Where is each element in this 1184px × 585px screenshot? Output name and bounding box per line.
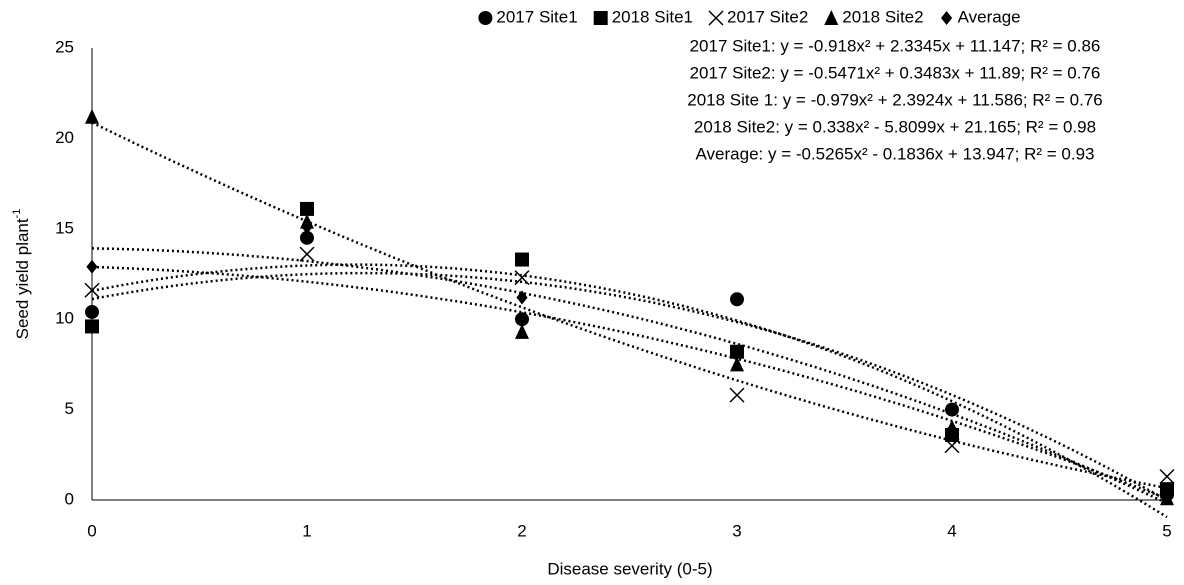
- equation: 2017 Site1: y = -0.918x² + 2.3345x + 11.…: [690, 36, 1101, 55]
- marker-circle: [300, 230, 314, 245]
- marker-square: [515, 252, 529, 267]
- x-tick-label: 3: [732, 521, 741, 540]
- trendline: [91, 247, 1168, 505]
- x-tick-label: 1: [302, 521, 311, 540]
- marker-diamond: [940, 11, 953, 25]
- marker-triangle: [730, 356, 744, 372]
- marker-square: [85, 319, 99, 334]
- y-tick-label: 10: [55, 309, 74, 328]
- marker-circle: [85, 304, 99, 319]
- marker-diamond: [516, 290, 528, 305]
- marker-x: [299, 246, 315, 262]
- marker-diamond: [301, 219, 313, 234]
- marker-diamond: [731, 344, 743, 359]
- equation: Average: y = -0.5265x² - 0.1836x + 13.94…: [696, 144, 1095, 163]
- equation: 2018 Site2: y = 0.338x² - 5.8099x + 21.1…: [694, 117, 1096, 136]
- marker-x: [944, 438, 960, 454]
- x-tick-label: 2: [517, 521, 526, 540]
- x-axis-title: Disease severity (0-5): [547, 559, 712, 578]
- trendline: [91, 121, 1168, 490]
- marker-circle: [515, 312, 529, 327]
- y-tick-label: 15: [55, 218, 74, 237]
- marker-circle: [730, 292, 744, 307]
- marker-square: [300, 201, 314, 216]
- marker-diamond: [946, 422, 958, 437]
- marker-triangle: [824, 10, 839, 25]
- legend-label: Average: [958, 7, 1021, 26]
- legend-label: 2018 Site1: [612, 7, 693, 26]
- x-tick-label: 4: [947, 521, 956, 540]
- marker-x: [84, 282, 100, 298]
- y-tick-label: 25: [55, 37, 74, 56]
- marker-triangle: [85, 108, 99, 124]
- legend-label: 2017 Site2: [727, 7, 808, 26]
- y-axis-title-text: Seed yield plant: [13, 218, 32, 339]
- marker-triangle: [515, 323, 529, 339]
- legend: 2017 Site1 2018 Site1 2017 Site2 2018 Site2…: [478, 7, 1021, 26]
- marker-x: [514, 270, 530, 286]
- y-tick-label: 0: [65, 489, 74, 508]
- marker-circle: [478, 11, 493, 25]
- trendline: [91, 271, 1168, 502]
- legend-label: 2017 Site1: [496, 7, 577, 26]
- x-tick-label: 5: [1162, 521, 1171, 540]
- y-axis-title: Seed yield plant-1: [11, 209, 33, 340]
- trendline: [91, 263, 1168, 519]
- y-axis-title-sup: -1: [11, 209, 23, 219]
- marker-square: [593, 11, 608, 25]
- marker-diamond: [1161, 483, 1173, 498]
- marker-x: [708, 10, 724, 26]
- marker-circle: [945, 402, 959, 417]
- marker-x: [1159, 468, 1175, 485]
- x-tick-label: 0: [87, 521, 96, 540]
- y-tick-label: 5: [65, 399, 74, 418]
- marker-x: [729, 387, 745, 403]
- y-tick-label: 20: [55, 128, 74, 147]
- legend-label: 2018 Site2: [842, 7, 923, 26]
- equation: 2017 Site2: y = -0.5471x² + 0.3483x + 11…: [690, 63, 1101, 82]
- trendline: [91, 265, 1168, 501]
- equation: 2018 Site 1: y = -0.979x² + 2.3924x + 11…: [687, 90, 1103, 109]
- marker-diamond: [86, 259, 98, 274]
